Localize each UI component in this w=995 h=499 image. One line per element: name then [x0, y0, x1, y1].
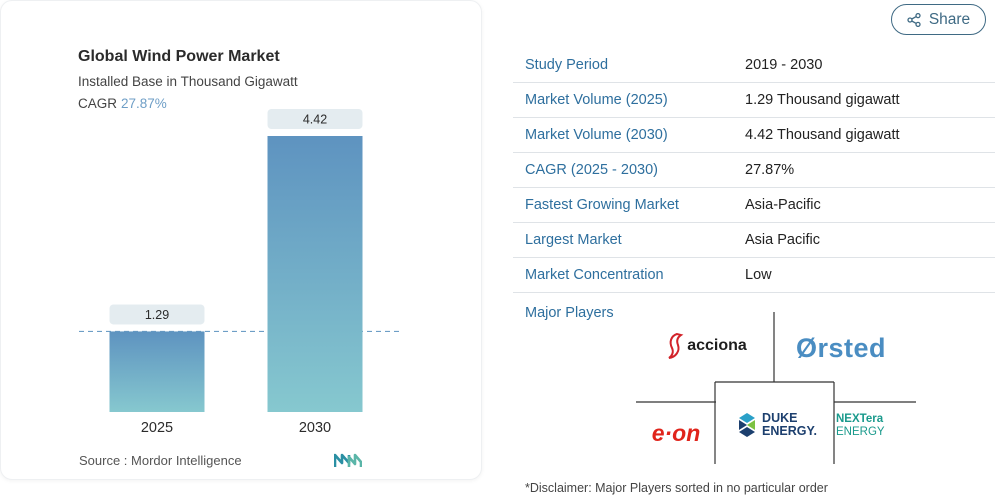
data-label-2030: 4.42	[303, 113, 327, 127]
stat-row-study-period: Study Period 2019 - 2030	[513, 48, 995, 83]
stat-row-market-volume-2025: Market Volume (2025) 1.29 Thousand gigaw…	[513, 83, 995, 118]
stat-row-largest-market: Largest Market Asia Pacific	[513, 223, 995, 258]
acciona-logo: acciona	[656, 330, 756, 362]
stat-label: Market Volume (2030)	[525, 127, 668, 143]
disclaimer-text: *Disclaimer: Major Players sorted in no …	[525, 481, 828, 495]
chart-title: Global Wind Power Market	[78, 48, 280, 65]
data-label-bg-2025	[109, 304, 205, 325]
market-stats-table: Study Period 2019 - 2030 Market Volume (…	[513, 48, 995, 293]
stat-label: Fastest Growing Market	[525, 197, 679, 213]
stat-value: 2019 - 2030	[745, 57, 823, 73]
chart-subtitle: Installed Base in Thousand Gigawatt	[78, 74, 298, 89]
stat-value: Low	[745, 267, 772, 283]
cagr-value: 27.87%	[121, 96, 167, 111]
stat-label: Market Volume (2025)	[525, 92, 668, 108]
logo-grid-lines	[636, 312, 916, 464]
stat-row-fastest-growing-market: Fastest Growing Market Asia-Pacific	[513, 188, 995, 223]
bar-2025	[109, 331, 205, 412]
duke-energy-logo-line1: DUKE	[762, 411, 798, 425]
stat-row-market-volume-2030: Market Volume (2030) 4.42 Thousand gigaw…	[513, 118, 995, 153]
nextera-logo-line1: NEXTera	[836, 413, 884, 425]
x-tick-label-2030: 2030	[299, 420, 331, 436]
duke-energy-logo: DUKE ENERGY.	[726, 404, 826, 446]
data-label-2025: 1.29	[145, 308, 169, 322]
stat-label: CAGR (2025 - 2030)	[525, 162, 658, 178]
stat-label: Largest Market	[525, 232, 622, 248]
stat-value: 4.42 Thousand gigawatt	[745, 127, 900, 143]
chart-cagr: CAGR 27.87%	[78, 96, 167, 111]
data-label-bg-2030	[267, 109, 363, 129]
cagr-label: CAGR	[78, 96, 118, 111]
acciona-logo-text: acciona	[687, 337, 747, 354]
share-icon	[907, 12, 921, 27]
stat-row-market-concentration: Market Concentration Low	[513, 258, 995, 293]
chart-card: 1.29 2025 4.42 2030 Global Wind Power Marke…	[0, 0, 482, 480]
mordor-intelligence-logo-icon	[334, 453, 362, 467]
stat-value: 1.29 Thousand gigawatt	[745, 92, 900, 108]
eon-logo: e·on	[638, 416, 714, 450]
orsted-logo-text: Ørsted	[795, 332, 887, 363]
bar-2030	[267, 136, 363, 412]
eon-logo-text: e·on	[651, 419, 701, 446]
nextera-logo-line2: ENERGY	[836, 426, 885, 438]
duke-energy-mark-icon	[739, 413, 756, 437]
source-text: Source : Mordor Intelligence	[79, 453, 242, 468]
stat-value: Asia Pacific	[745, 232, 820, 248]
duke-energy-logo-line2: ENERGY.	[762, 424, 817, 438]
nextera-energy-logo: NEXTera ENERGY	[836, 408, 920, 444]
share-label: Share	[928, 10, 971, 28]
orsted-logo: Ørsted	[781, 330, 901, 366]
stat-row-cagr: CAGR (2025 - 2030) 27.87%	[513, 153, 995, 188]
stat-label: Study Period	[525, 57, 609, 73]
stat-label: Market Concentration	[525, 267, 664, 283]
bar-chart: 1.29 2025 4.42 2030	[79, 109, 399, 436]
major-players-label: Major Players	[525, 305, 614, 321]
major-players-logos: acciona Ørsted e·on DUKE ENERGY. NEXTera…	[636, 312, 936, 464]
acciona-mark-icon	[668, 332, 684, 359]
stat-value: 27.87%	[745, 162, 795, 178]
share-button[interactable]: Share	[891, 4, 986, 35]
x-tick-label-2025: 2025	[141, 420, 173, 436]
stat-value: Asia-Pacific	[745, 197, 821, 213]
